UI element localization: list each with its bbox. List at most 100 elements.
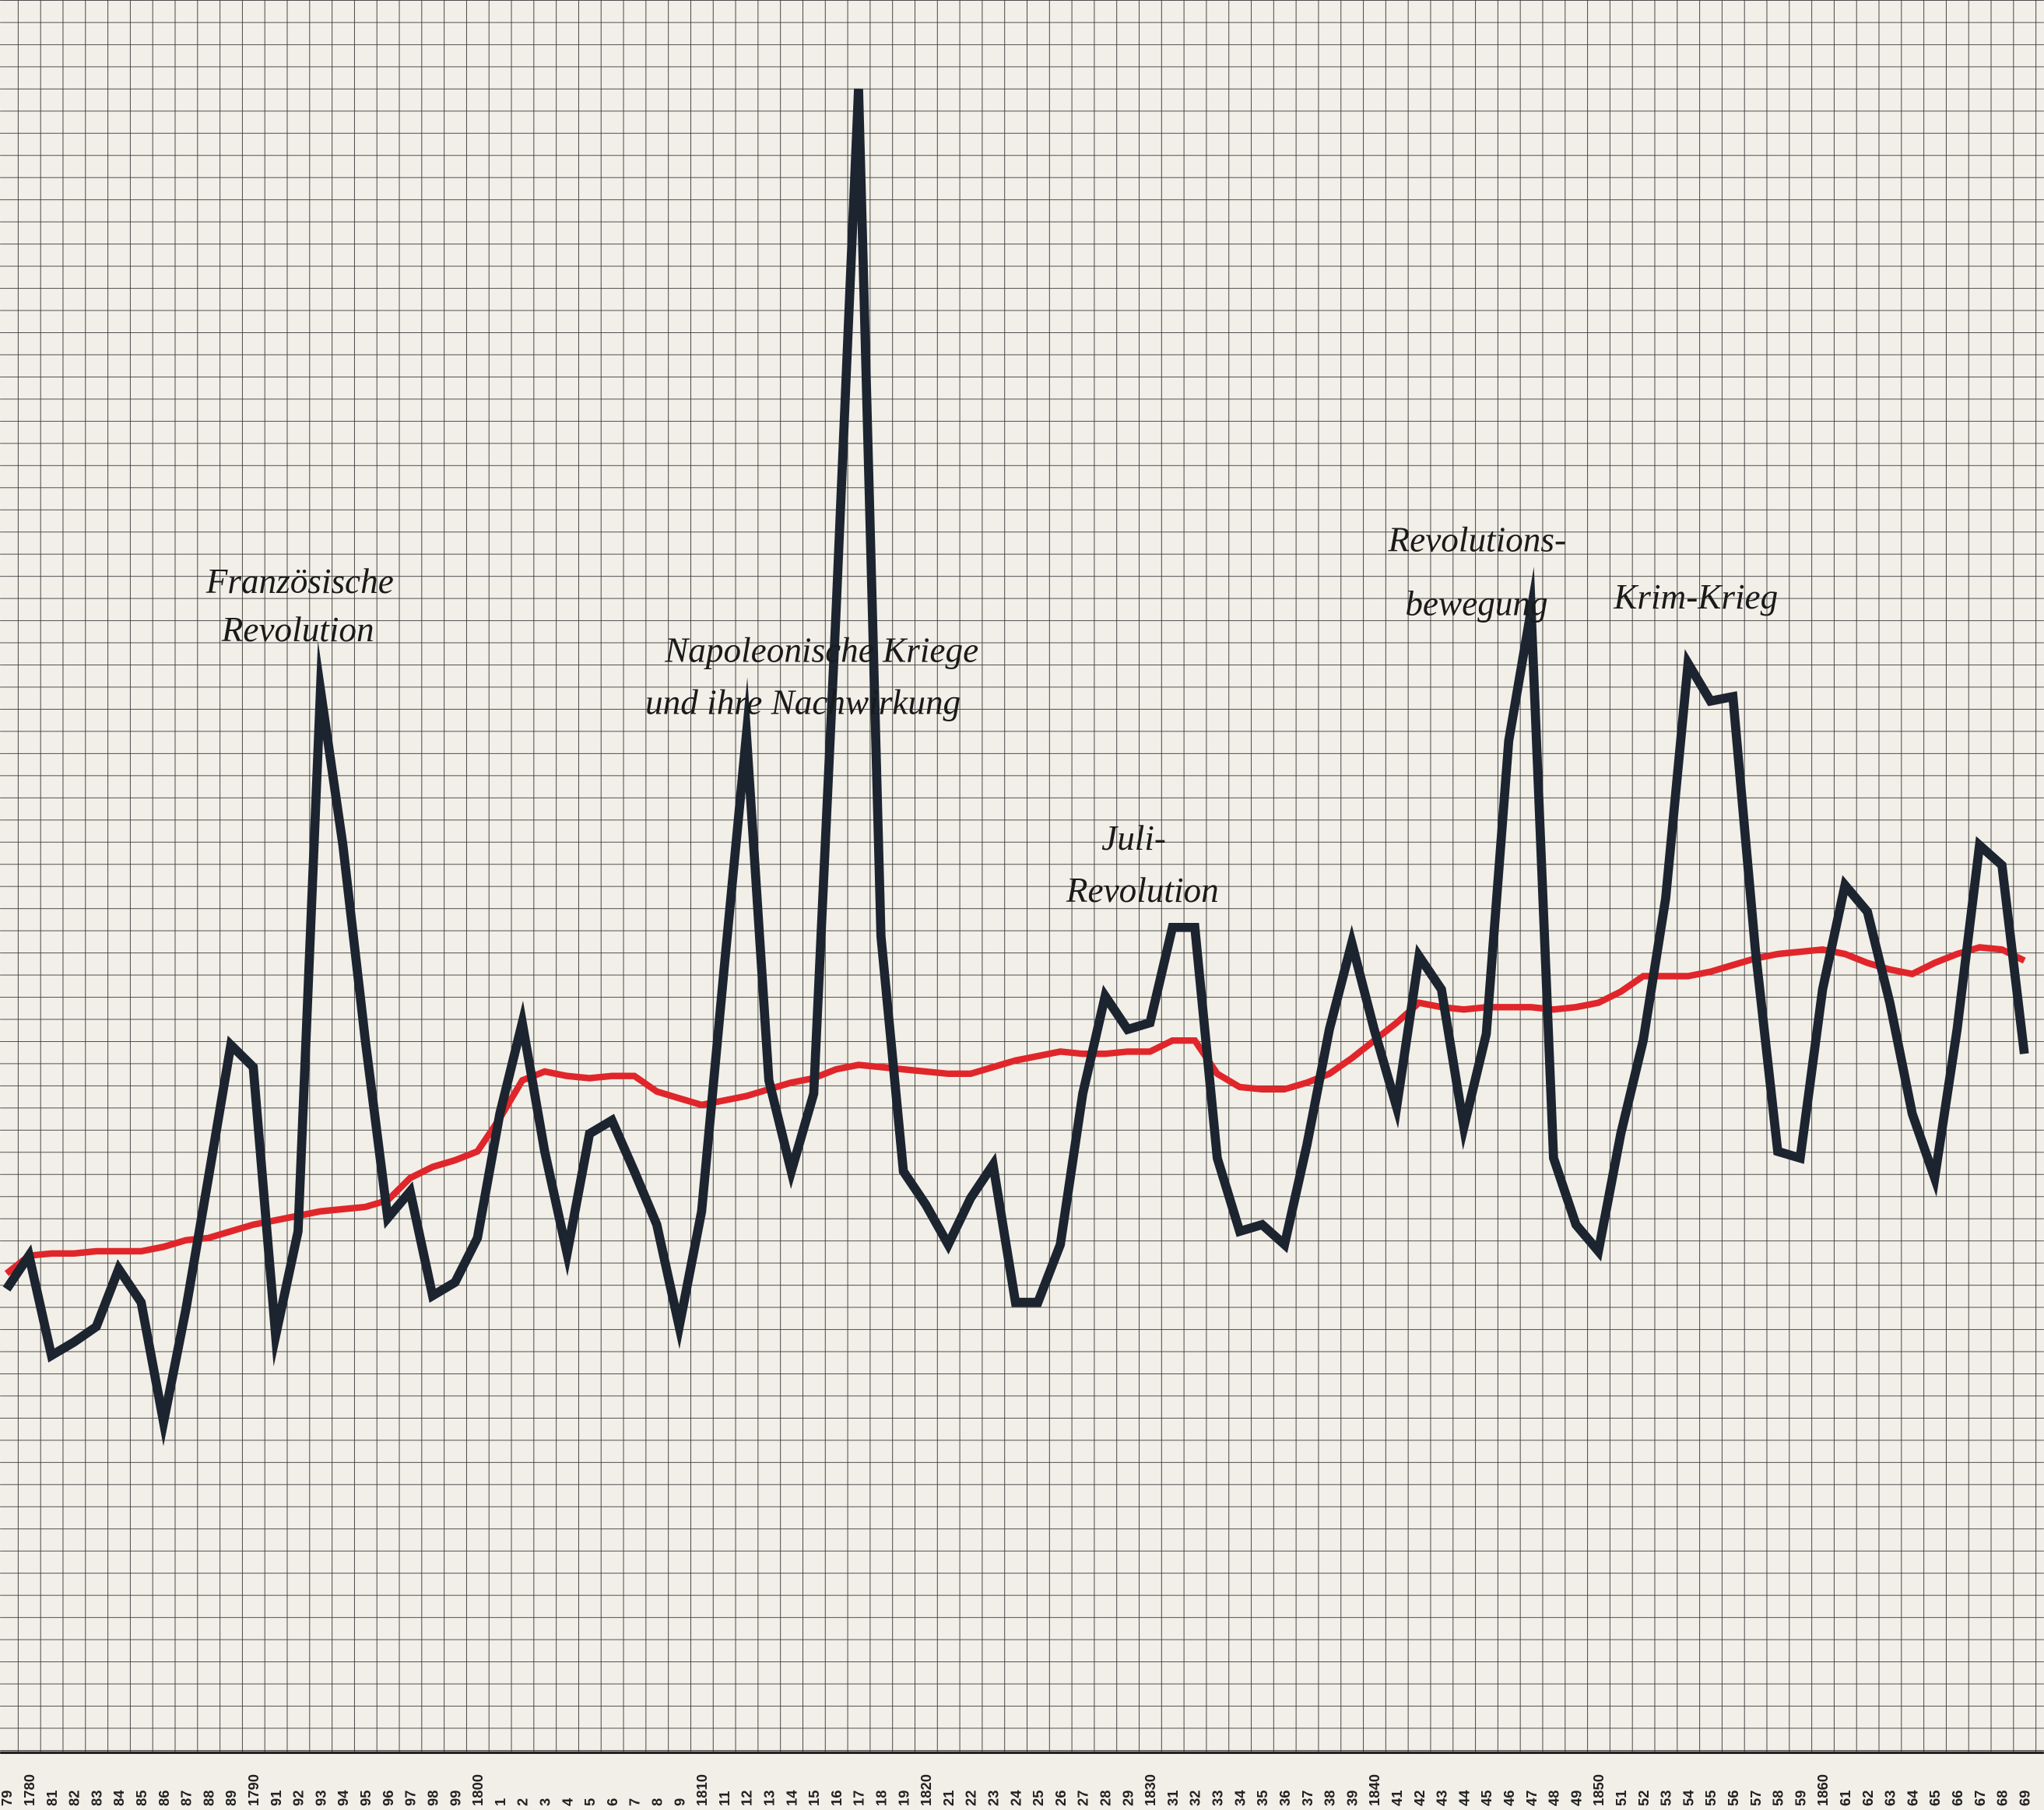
x-tick-label: 56	[1725, 1790, 1741, 1805]
x-tick-label: 5	[581, 1798, 598, 1806]
x-tick-label: 4	[559, 1798, 575, 1806]
x-tick-label: 45	[1478, 1790, 1494, 1805]
annotation: Juli-	[1101, 819, 1166, 858]
x-tick-label: 61	[1837, 1790, 1853, 1805]
x-tick-label: 84	[111, 1790, 127, 1806]
x-tick-label: 9	[671, 1798, 687, 1806]
x-tick-label: 99	[447, 1790, 463, 1805]
x-tick-label: 65	[1926, 1790, 1943, 1805]
red-line	[4, 944, 2026, 1276]
x-tick-label: 1840	[1366, 1774, 1382, 1806]
x-tick-label: 97	[402, 1790, 419, 1805]
x-tick-label: 57	[1747, 1790, 1764, 1805]
x-tick-label: 15	[806, 1790, 822, 1805]
plot: 79 1780 81 82 83 84 85 86 87 88 89 1790 91 92 93 94 95 96…	[0, 88, 2032, 1806]
x-tick-label: 39	[1343, 1790, 1360, 1805]
x-tick-label: 18	[873, 1790, 890, 1805]
x-tick-label: 1	[492, 1798, 508, 1806]
x-tick-label: 6	[604, 1798, 620, 1806]
x-tick-label: 17	[851, 1790, 867, 1805]
x-tick-label: 55	[1702, 1790, 1719, 1805]
x-tick-label: 68	[1994, 1790, 2011, 1805]
x-tick-label: 1810	[694, 1774, 710, 1806]
x-tick-label: 8	[648, 1798, 665, 1806]
x-tick-label: 23	[985, 1790, 1002, 1805]
x-tick-label: 92	[290, 1790, 307, 1805]
x-tick-label: 31	[1164, 1790, 1181, 1805]
x-tick-label: 13	[760, 1790, 777, 1805]
x-tick-label: 21	[940, 1790, 957, 1805]
x-tick-label: 63	[1882, 1790, 1898, 1805]
x-tick-label: 26	[1052, 1790, 1069, 1805]
x-tick-label: 1790	[245, 1774, 262, 1806]
x-tick-label: 86	[156, 1790, 172, 1805]
x-tick-label: 16	[828, 1790, 845, 1805]
x-tick-label: 94	[335, 1790, 351, 1806]
x-tick-label: 95	[357, 1790, 374, 1805]
annotation: Revolutions-	[1388, 520, 1566, 559]
x-tick-label: 67	[1972, 1790, 1988, 1805]
x-tick-label: 59	[1792, 1790, 1808, 1805]
x-tick-label: 1800	[469, 1774, 486, 1806]
x-tick-label: 12	[739, 1790, 755, 1805]
x-tick-label: 93	[312, 1790, 328, 1805]
x-tick-label: 33	[1210, 1790, 1226, 1805]
x-tick-label: 34	[1231, 1790, 1248, 1806]
x-tick-label: 27	[1075, 1790, 1091, 1805]
annotation: Französische	[205, 562, 394, 601]
x-tick-label: 66	[1949, 1790, 1965, 1805]
x-tick-label: 49	[1568, 1790, 1584, 1805]
x-tick-label: 28	[1098, 1790, 1114, 1805]
x-tick-label: 64	[1904, 1790, 1920, 1806]
x-tick-label: 38	[1322, 1790, 1338, 1805]
x-tick-label: 14	[783, 1790, 799, 1806]
x-tick-label: 54	[1680, 1790, 1696, 1806]
x-tick-label: 41	[1389, 1790, 1405, 1805]
x-tick-label: 42	[1411, 1790, 1428, 1805]
x-tick-label: 87	[178, 1790, 195, 1805]
x-tick-label: 98	[424, 1790, 441, 1805]
x-tick-label: 44	[1456, 1790, 1472, 1806]
x-tick-label: 82	[66, 1790, 83, 1805]
x-tick-label: 52	[1635, 1790, 1652, 1805]
annotation: Krim-Krieg	[1613, 577, 1778, 616]
x-tick-label: 24	[1007, 1790, 1024, 1806]
x-tick-label: 35	[1254, 1790, 1270, 1805]
x-tick-label: 29	[1119, 1790, 1136, 1805]
x-tick-label: 1850	[1590, 1774, 1607, 1806]
x-tick-label: 83	[88, 1790, 104, 1805]
x-tick-label: 1780	[21, 1774, 37, 1806]
x-tick-label: 81	[44, 1790, 60, 1805]
x-tick-label: 96	[380, 1790, 396, 1805]
x-tick-label: 47	[1523, 1790, 1540, 1805]
x-tick-label: 79	[0, 1790, 15, 1805]
x-tick-label: 48	[1546, 1790, 1562, 1805]
x-tick-label: 11	[716, 1791, 732, 1806]
x-tick-label: 7	[627, 1798, 643, 1806]
x-tick-label: 58	[1770, 1790, 1786, 1805]
x-tick-label: 88	[200, 1790, 216, 1805]
x-tick-label: 46	[1501, 1790, 1517, 1805]
x-tick-label: 19	[895, 1790, 911, 1805]
x-tick-label: 32	[1187, 1790, 1203, 1805]
annotation: Napoleonische Kriege	[664, 631, 978, 670]
x-tick-label: 53	[1658, 1790, 1674, 1805]
annotation: Revolution	[1066, 871, 1219, 910]
black-line	[2, 88, 2029, 1447]
annotation: Revolution	[221, 610, 374, 649]
x-tick-label: 1860	[1814, 1774, 1831, 1806]
x-tick-label: 2	[515, 1798, 531, 1806]
x-tick-label: 69	[2016, 1790, 2032, 1805]
x-tick-label: 3	[536, 1798, 553, 1806]
x-tick-label: 89	[223, 1790, 239, 1805]
x-tick-label: 36	[1277, 1790, 1293, 1805]
x-tick-label: 22	[963, 1790, 979, 1805]
grid	[0, 0, 2044, 1753]
x-tick-label: 43	[1434, 1790, 1450, 1805]
x-tick-label: 1820	[918, 1774, 934, 1806]
x-tick-label: 37	[1299, 1790, 1315, 1805]
x-tick-label: 91	[268, 1790, 284, 1805]
x-tick-label: 25	[1030, 1790, 1046, 1805]
x-tick-label: 85	[133, 1790, 149, 1805]
